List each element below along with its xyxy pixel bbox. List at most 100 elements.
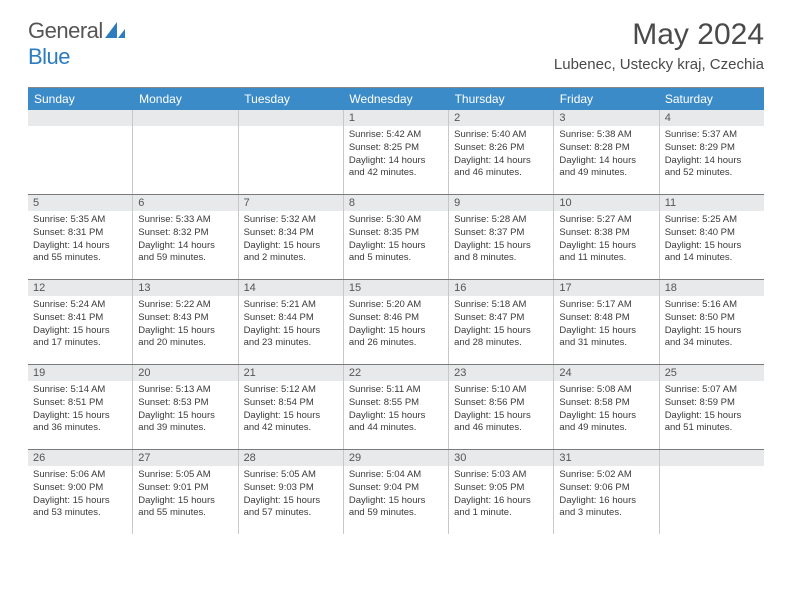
sunrise-text: Sunrise: 5:40 AM (454, 129, 548, 142)
day-cell: 20Sunrise: 5:13 AMSunset: 8:53 PMDayligh… (133, 365, 238, 449)
day-body: Sunrise: 5:12 AMSunset: 8:54 PMDaylight:… (239, 381, 343, 439)
day-cell: 6Sunrise: 5:33 AMSunset: 8:32 PMDaylight… (133, 195, 238, 279)
day-cell: 3Sunrise: 5:38 AMSunset: 8:28 PMDaylight… (554, 110, 659, 194)
day-body: Sunrise: 5:40 AMSunset: 8:26 PMDaylight:… (449, 126, 553, 184)
sunset-text: Sunset: 8:51 PM (33, 397, 127, 410)
sunrise-text: Sunrise: 5:42 AM (349, 129, 443, 142)
daylight-text: Daylight: 14 hours and 55 minutes. (33, 240, 127, 266)
day-body (133, 126, 237, 188)
sunset-text: Sunset: 9:05 PM (454, 482, 548, 495)
daylight-text: Daylight: 15 hours and 44 minutes. (349, 410, 443, 436)
logo-sail-icon (105, 22, 125, 38)
day-number: 5 (28, 195, 132, 211)
day-body: Sunrise: 5:16 AMSunset: 8:50 PMDaylight:… (660, 296, 764, 354)
day-body: Sunrise: 5:24 AMSunset: 8:41 PMDaylight:… (28, 296, 132, 354)
dow-cell: Friday (554, 88, 659, 110)
day-cell: 8Sunrise: 5:30 AMSunset: 8:35 PMDaylight… (344, 195, 449, 279)
day-cell: 31Sunrise: 5:02 AMSunset: 9:06 PMDayligh… (554, 450, 659, 534)
sunset-text: Sunset: 8:47 PM (454, 312, 548, 325)
daylight-text: Daylight: 15 hours and 5 minutes. (349, 240, 443, 266)
daylight-text: Daylight: 16 hours and 1 minute. (454, 495, 548, 521)
sunset-text: Sunset: 8:50 PM (665, 312, 759, 325)
sunrise-text: Sunrise: 5:03 AM (454, 469, 548, 482)
sunrise-text: Sunrise: 5:17 AM (559, 299, 653, 312)
sunset-text: Sunset: 8:40 PM (665, 227, 759, 240)
day-body: Sunrise: 5:28 AMSunset: 8:37 PMDaylight:… (449, 211, 553, 269)
day-cell: 16Sunrise: 5:18 AMSunset: 8:47 PMDayligh… (449, 280, 554, 364)
day-body: Sunrise: 5:35 AMSunset: 8:31 PMDaylight:… (28, 211, 132, 269)
daylight-text: Daylight: 16 hours and 3 minutes. (559, 495, 653, 521)
header: GeneralBlue May 2024 Lubenec, Ustecky kr… (0, 0, 792, 81)
day-body: Sunrise: 5:25 AMSunset: 8:40 PMDaylight:… (660, 211, 764, 269)
dow-cell: Wednesday (343, 88, 448, 110)
day-body: Sunrise: 5:37 AMSunset: 8:29 PMDaylight:… (660, 126, 764, 184)
day-number: 12 (28, 280, 132, 296)
day-number: 14 (239, 280, 343, 296)
title-block: May 2024 Lubenec, Ustecky kraj, Czechia (554, 18, 764, 73)
week-row: 5Sunrise: 5:35 AMSunset: 8:31 PMDaylight… (28, 194, 764, 279)
daylight-text: Daylight: 15 hours and 14 minutes. (665, 240, 759, 266)
sunset-text: Sunset: 8:54 PM (244, 397, 338, 410)
sunset-text: Sunset: 9:00 PM (33, 482, 127, 495)
daylight-text: Daylight: 15 hours and 59 minutes. (349, 495, 443, 521)
sunset-text: Sunset: 8:25 PM (349, 142, 443, 155)
day-cell: 26Sunrise: 5:06 AMSunset: 9:00 PMDayligh… (28, 450, 133, 534)
day-number (239, 110, 343, 126)
day-body: Sunrise: 5:11 AMSunset: 8:55 PMDaylight:… (344, 381, 448, 439)
day-number: 21 (239, 365, 343, 381)
day-body: Sunrise: 5:22 AMSunset: 8:43 PMDaylight:… (133, 296, 237, 354)
day-number: 3 (554, 110, 658, 126)
sunset-text: Sunset: 9:04 PM (349, 482, 443, 495)
day-number (660, 450, 764, 466)
daylight-text: Daylight: 15 hours and 2 minutes. (244, 240, 338, 266)
daylight-text: Daylight: 15 hours and 46 minutes. (454, 410, 548, 436)
sunrise-text: Sunrise: 5:35 AM (33, 214, 127, 227)
daylight-text: Daylight: 15 hours and 42 minutes. (244, 410, 338, 436)
page-subtitle: Lubenec, Ustecky kraj, Czechia (554, 56, 764, 73)
daylight-text: Daylight: 15 hours and 28 minutes. (454, 325, 548, 351)
day-cell: 4Sunrise: 5:37 AMSunset: 8:29 PMDaylight… (660, 110, 764, 194)
sunset-text: Sunset: 8:56 PM (454, 397, 548, 410)
day-number: 19 (28, 365, 132, 381)
sunset-text: Sunset: 8:43 PM (138, 312, 232, 325)
daylight-text: Daylight: 14 hours and 49 minutes. (559, 155, 653, 181)
day-number: 30 (449, 450, 553, 466)
sunrise-text: Sunrise: 5:20 AM (349, 299, 443, 312)
sunrise-text: Sunrise: 5:12 AM (244, 384, 338, 397)
daylight-text: Daylight: 15 hours and 11 minutes. (559, 240, 653, 266)
sunrise-text: Sunrise: 5:16 AM (665, 299, 759, 312)
daylight-text: Daylight: 15 hours and 23 minutes. (244, 325, 338, 351)
daylight-text: Daylight: 15 hours and 31 minutes. (559, 325, 653, 351)
day-number: 31 (554, 450, 658, 466)
day-body: Sunrise: 5:38 AMSunset: 8:28 PMDaylight:… (554, 126, 658, 184)
dow-cell: Tuesday (238, 88, 343, 110)
day-body: Sunrise: 5:05 AMSunset: 9:01 PMDaylight:… (133, 466, 237, 524)
sunset-text: Sunset: 8:48 PM (559, 312, 653, 325)
daylight-text: Daylight: 15 hours and 49 minutes. (559, 410, 653, 436)
day-body: Sunrise: 5:42 AMSunset: 8:25 PMDaylight:… (344, 126, 448, 184)
daylight-text: Daylight: 14 hours and 52 minutes. (665, 155, 759, 181)
logo: GeneralBlue (28, 18, 125, 70)
dow-cell: Saturday (659, 88, 764, 110)
sunset-text: Sunset: 9:03 PM (244, 482, 338, 495)
day-cell: 29Sunrise: 5:04 AMSunset: 9:04 PMDayligh… (344, 450, 449, 534)
day-number: 7 (239, 195, 343, 211)
sunrise-text: Sunrise: 5:38 AM (559, 129, 653, 142)
sunrise-text: Sunrise: 5:28 AM (454, 214, 548, 227)
day-cell: 7Sunrise: 5:32 AMSunset: 8:34 PMDaylight… (239, 195, 344, 279)
day-cell: 24Sunrise: 5:08 AMSunset: 8:58 PMDayligh… (554, 365, 659, 449)
day-body: Sunrise: 5:21 AMSunset: 8:44 PMDaylight:… (239, 296, 343, 354)
day-number: 26 (28, 450, 132, 466)
day-number: 23 (449, 365, 553, 381)
day-body: Sunrise: 5:32 AMSunset: 8:34 PMDaylight:… (239, 211, 343, 269)
day-cell (28, 110, 133, 194)
day-cell: 15Sunrise: 5:20 AMSunset: 8:46 PMDayligh… (344, 280, 449, 364)
day-number: 4 (660, 110, 764, 126)
daylight-text: Daylight: 15 hours and 20 minutes. (138, 325, 232, 351)
daylight-text: Daylight: 15 hours and 36 minutes. (33, 410, 127, 436)
sunset-text: Sunset: 8:44 PM (244, 312, 338, 325)
sunset-text: Sunset: 9:01 PM (138, 482, 232, 495)
day-number: 20 (133, 365, 237, 381)
day-cell: 19Sunrise: 5:14 AMSunset: 8:51 PMDayligh… (28, 365, 133, 449)
day-cell: 23Sunrise: 5:10 AMSunset: 8:56 PMDayligh… (449, 365, 554, 449)
